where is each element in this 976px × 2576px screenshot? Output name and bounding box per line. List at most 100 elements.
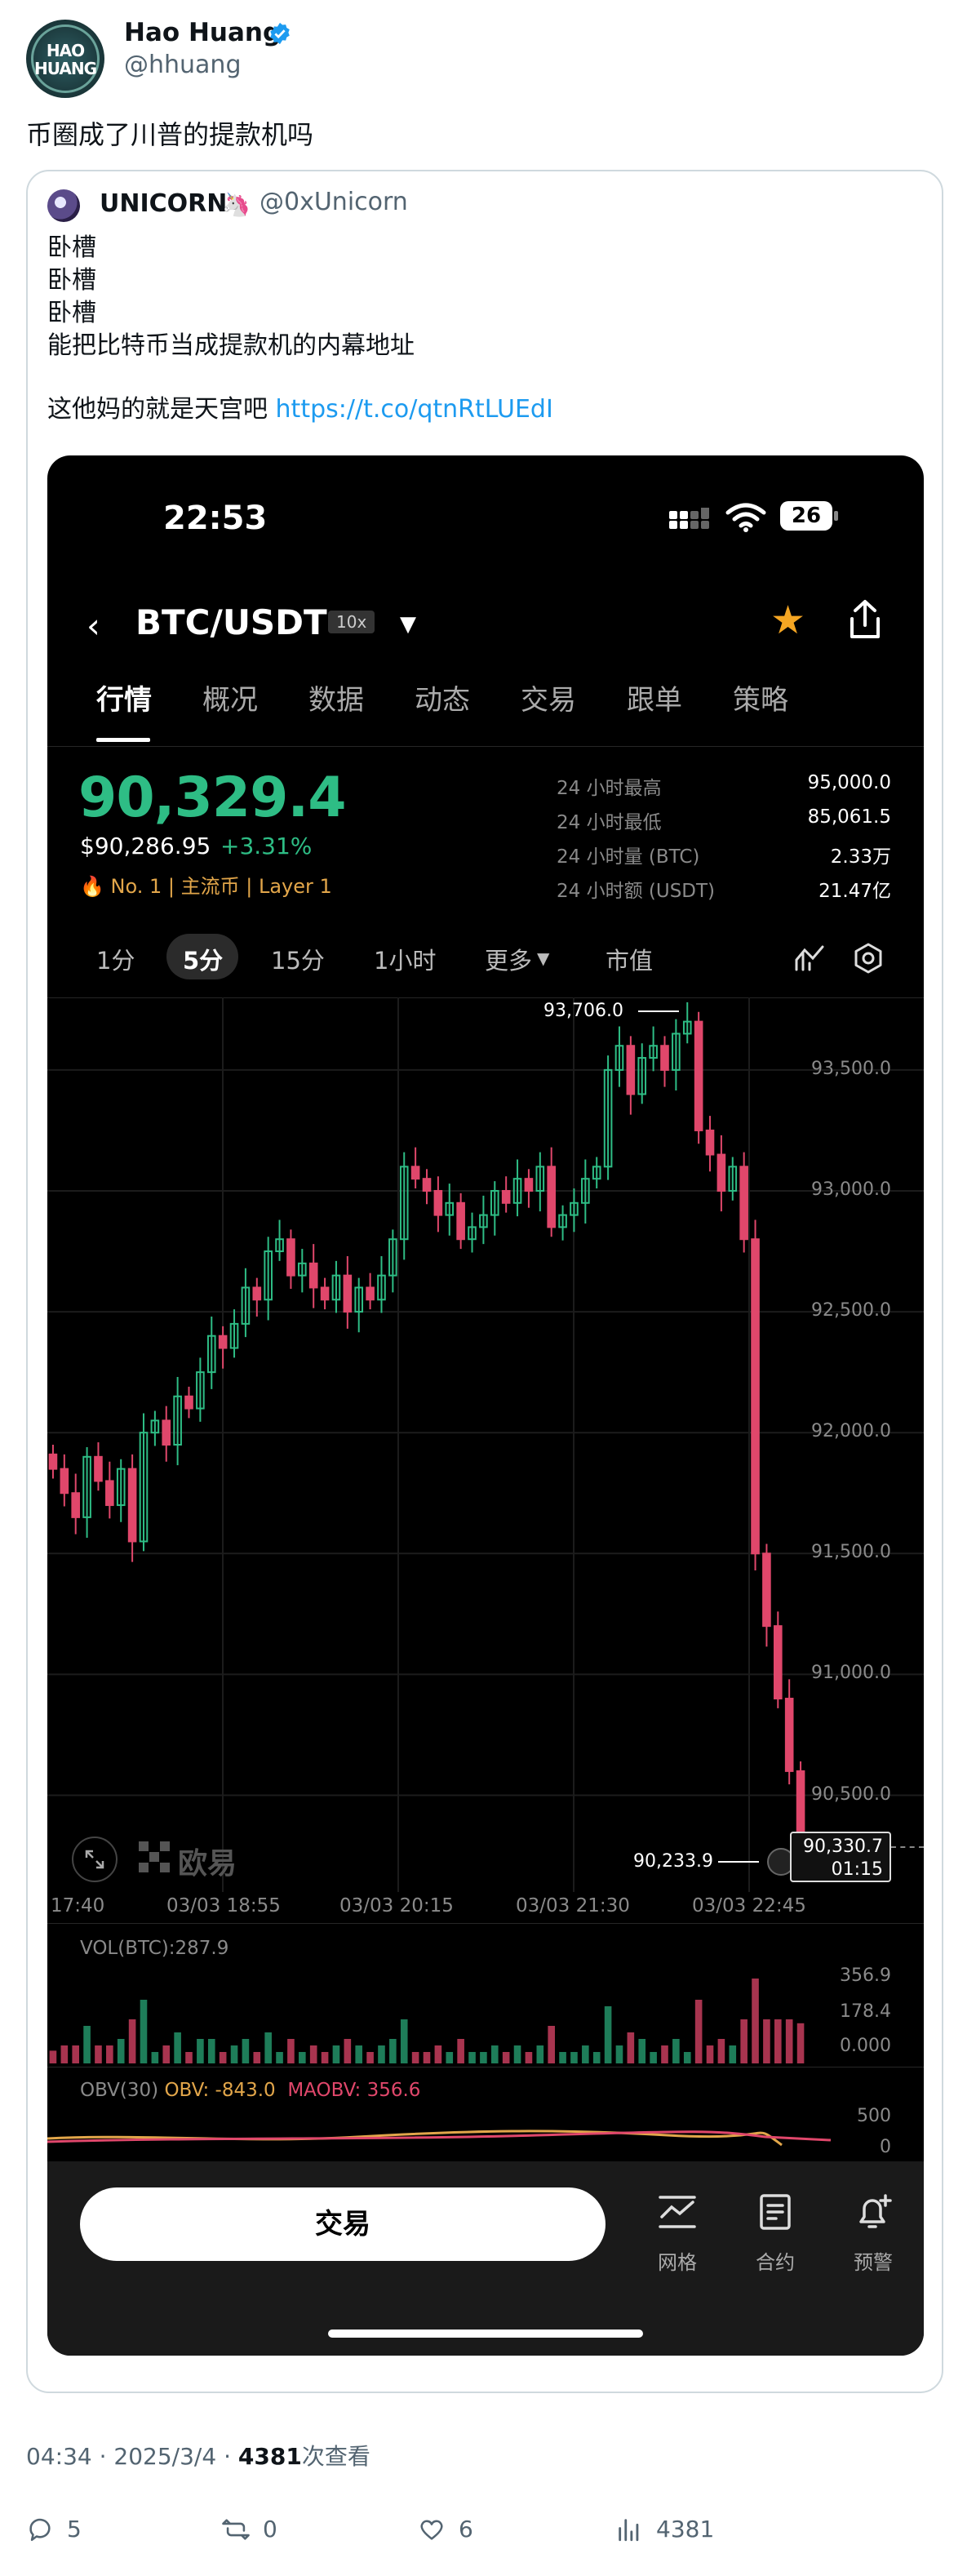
indicator-icon[interactable]: [793, 944, 826, 973]
volume-bar: [423, 2052, 431, 2063]
quoted-author-avatar[interactable]: [47, 189, 80, 222]
share-icon[interactable]: [845, 599, 885, 640]
last-price-tag-value: 90,330.7: [803, 1837, 883, 1857]
candle: [94, 1455, 103, 1482]
like-count[interactable]: 6: [459, 2516, 473, 2543]
timeframe-1m[interactable]: 1分: [96, 947, 135, 975]
like-heart-icon[interactable]: [418, 2516, 446, 2543]
tab-strategy[interactable]: 策略: [733, 684, 788, 717]
repost-icon[interactable]: [220, 2516, 251, 2543]
timeframe-more[interactable]: 更多: [485, 947, 533, 975]
quoted-tweet-card[interactable]: [26, 170, 943, 2393]
volume-bar: [378, 2045, 385, 2063]
reply-icon[interactable]: [26, 2516, 54, 2543]
candle: [547, 1166, 556, 1228]
tab-market[interactable]: 行情: [96, 684, 152, 717]
embedded-screenshot[interactable]: 22:53 26 ‹ BTC/USDT 10x ▼ ★ 行情 概况 数据 动态 …: [47, 455, 924, 2356]
stat-label-turnover: 24 小时额 (USDT): [557, 881, 716, 902]
volume-bar: [446, 2052, 454, 2063]
last-price: 90,329.4: [78, 766, 347, 830]
volume-bar: [785, 2019, 793, 2063]
candle: [614, 1045, 624, 1071]
author-handle[interactable]: @hhuang: [124, 51, 242, 79]
trading-pair-title[interactable]: BTC/USDT: [135, 602, 327, 642]
candle: [298, 1262, 307, 1277]
volume-bar: [592, 2052, 601, 2063]
battery-icon: [834, 511, 838, 521]
volume-bar: [117, 2039, 125, 2063]
candlestick-chart[interactable]: [47, 997, 924, 1892]
high-marker-label: 93,706.0: [543, 1001, 623, 1021]
volume-bar: [185, 2052, 193, 2063]
alert-label[interactable]: 预警: [854, 2251, 893, 2274]
timeframe-5m[interactable]: 5分: [183, 947, 224, 975]
volume-bar: [740, 2019, 748, 2063]
candle: [558, 1214, 567, 1228]
fullscreen-button[interactable]: [72, 1837, 118, 1882]
volume-bar: [344, 2039, 352, 2063]
grid-icon[interactable]: [645, 2192, 710, 2235]
volume-bar: [162, 2045, 171, 2063]
tab-overview[interactable]: 概况: [202, 684, 258, 717]
price-axis-label: 92,500.0: [811, 1300, 891, 1321]
volume-bar: [128, 2019, 136, 2063]
candle: [570, 1201, 579, 1216]
author-avatar[interactable]: HAO HUANG: [26, 20, 104, 98]
back-chevron-icon[interactable]: ‹: [87, 606, 100, 646]
okx-logo-icon: [139, 1841, 171, 1874]
volume-bar: [683, 2052, 691, 2063]
chart-settings-icon[interactable]: [852, 942, 885, 975]
repost-count[interactable]: 0: [263, 2516, 277, 2543]
candle: [512, 1178, 522, 1204]
candle: [626, 1045, 636, 1095]
analytics-icon[interactable]: [615, 2516, 643, 2543]
volume-bar: [366, 2052, 374, 2063]
home-indicator[interactable]: [328, 2330, 643, 2338]
reply-count[interactable]: 5: [67, 2516, 82, 2543]
divider: [47, 997, 924, 998]
author-name[interactable]: Hao Huang: [124, 18, 282, 47]
time-axis-label: 17:40: [51, 1895, 105, 1916]
grid-label[interactable]: 网格: [658, 2251, 697, 2274]
candle: [127, 1468, 137, 1543]
candle: [150, 1419, 160, 1434]
trade-button[interactable]: 交易: [80, 2187, 606, 2261]
pair-dropdown-icon[interactable]: ▼: [400, 612, 416, 637]
candle: [784, 1698, 794, 1772]
timeframe-15m[interactable]: 15分: [271, 947, 325, 975]
tab-news[interactable]: 动态: [415, 684, 470, 717]
volume-bar: [72, 2045, 80, 2063]
contract-label[interactable]: 合约: [756, 2251, 795, 2274]
volume-chart: [49, 1979, 805, 2063]
volume-bar: [434, 2045, 442, 2063]
volume-bar: [638, 2039, 646, 2063]
quoted-link[interactable]: https://t.co/qtnRtLUEdI: [275, 395, 553, 424]
view-count-action[interactable]: 4381: [656, 2516, 715, 2543]
candle: [637, 1057, 647, 1095]
volume-bar: [729, 2045, 737, 2063]
candle: [229, 1322, 239, 1349]
tweet-time[interactable]: 04:34: [26, 2443, 92, 2470]
quoted-author-handle[interactable]: @0xUnicorn: [260, 188, 408, 216]
active-timeframe-pill: [166, 934, 238, 979]
volume-bar: [106, 2045, 113, 2063]
volume-bar: [570, 2052, 578, 2063]
candle: [252, 1286, 262, 1301]
candle: [388, 1238, 397, 1277]
tweet-date[interactable]: 2025/3/4: [113, 2443, 217, 2470]
candle: [490, 1189, 499, 1216]
alert-bell-icon[interactable]: [841, 2192, 906, 2235]
timeframe-1h[interactable]: 1小时: [374, 947, 437, 975]
quoted-author-name[interactable]: UNICORN: [100, 189, 228, 218]
tab-trade[interactable]: 交易: [521, 684, 576, 717]
contract-icon[interactable]: [743, 2192, 808, 2235]
low-marker-label: 90,233.9: [633, 1851, 713, 1872]
candle: [581, 1178, 590, 1204]
tab-data[interactable]: 数据: [308, 684, 364, 717]
tab-copy[interactable]: 跟单: [627, 684, 682, 717]
more-dropdown-icon[interactable]: ▼: [537, 948, 550, 968]
favorite-star-icon[interactable]: ★: [770, 597, 806, 643]
volume-bar: [548, 2026, 555, 2063]
timeframe-marketcap[interactable]: 市值: [606, 947, 654, 975]
volume-bar: [774, 2019, 782, 2063]
